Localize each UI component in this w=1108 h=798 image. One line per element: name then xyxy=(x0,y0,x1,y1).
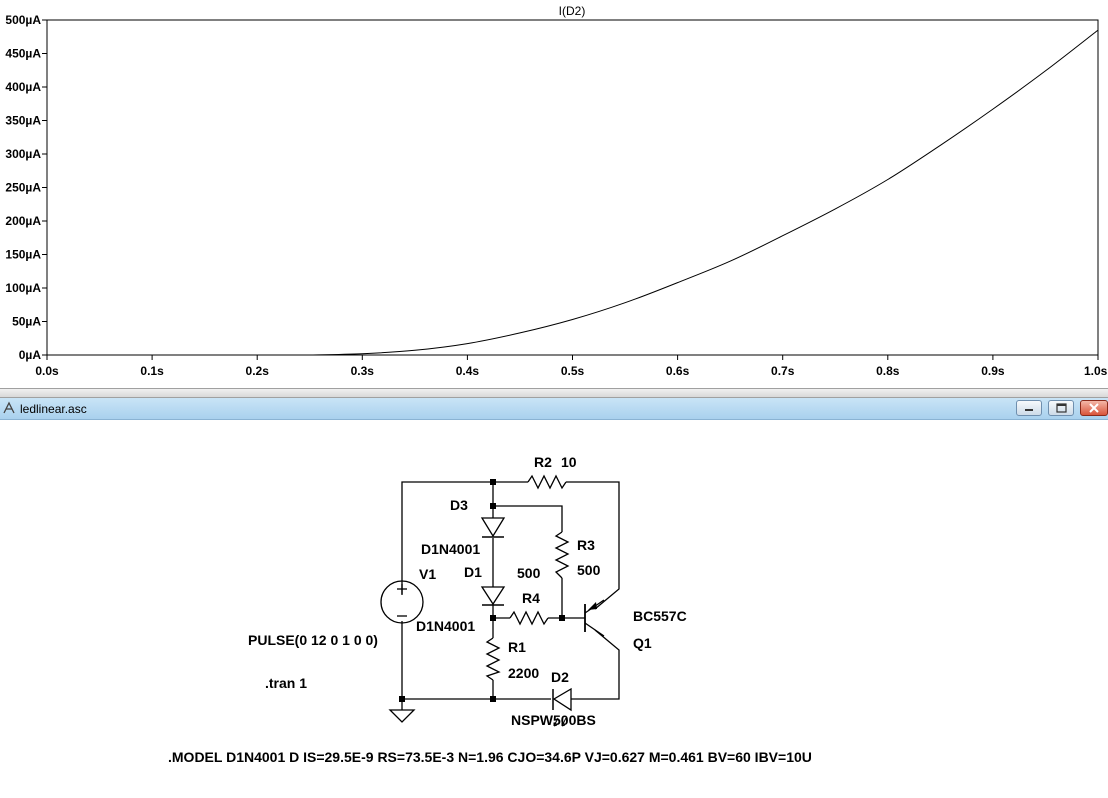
x-tick-label: 0.1s xyxy=(140,364,164,378)
schematic-drawing[interactable]: R2 10 D3 D1N4001 D1 D1N4001 R3 500 R4 50… xyxy=(0,420,1108,798)
d1-label: D1 xyxy=(464,564,482,580)
resistor-r2[interactable] xyxy=(527,474,567,490)
x-tick-label: 1.0s xyxy=(1084,364,1108,378)
wires xyxy=(401,481,620,710)
transistor-q1[interactable] xyxy=(584,599,605,637)
close-button[interactable] xyxy=(1080,400,1108,416)
x-tick-label: 0.5s xyxy=(561,364,585,378)
y-axis: 0µA 50µA 100µA 150µA 200µA 250µA 300µA 350µA 400… xyxy=(5,13,47,362)
y-tick-label: 500µA xyxy=(5,13,41,27)
led-d2[interactable] xyxy=(552,687,572,727)
x-tick-label: 0.6s xyxy=(666,364,690,378)
diode-d1[interactable] xyxy=(480,586,506,606)
q1-label: Q1 xyxy=(633,635,652,651)
y-tick-label: 300µA xyxy=(5,147,41,161)
resistor-r1[interactable] xyxy=(485,637,501,681)
junction-dots xyxy=(399,479,565,702)
y-tick-label: 350µA xyxy=(5,114,41,128)
trace-label-i-d2[interactable]: I(D2) xyxy=(559,4,586,18)
r2-value: 10 xyxy=(561,454,577,470)
window-title: ledlinear.asc xyxy=(20,402,87,416)
y-tick-label: 150µA xyxy=(5,248,41,262)
r2-label: R2 xyxy=(534,454,552,470)
resistor-r4[interactable] xyxy=(509,610,549,626)
schematic-window-titlebar[interactable]: ledlinear.asc xyxy=(0,398,1108,420)
x-tick-label: 0.8s xyxy=(876,364,900,378)
r4-value: 500 xyxy=(517,565,541,581)
r1-value: 2200 xyxy=(508,665,539,681)
x-tick-label: 0.4s xyxy=(456,364,480,378)
x-tick-label: 0.9s xyxy=(981,364,1005,378)
x-tick-label: 0.2s xyxy=(246,364,270,378)
waveform-plot-pane[interactable]: I(D2) 0µA 50µA 100µA 150µA 200µA 250µA 300µA 35… xyxy=(0,0,1108,388)
d3-model: D1N4001 xyxy=(421,541,480,557)
x-tick-label: 0.0s xyxy=(35,364,59,378)
y-tick-label: 250µA xyxy=(5,181,41,195)
d2-model: NSPW500BS xyxy=(511,712,596,728)
y-tick-label: 400µA xyxy=(5,80,41,94)
y-tick-label: 450µA xyxy=(5,47,41,61)
tran-directive[interactable]: .tran 1 xyxy=(265,675,307,691)
y-tick-label: 100µA xyxy=(5,281,41,295)
diode-d3[interactable] xyxy=(480,517,506,538)
model-directive[interactable]: .MODEL D1N4001 D IS=29.5E-9 RS=73.5E-3 N… xyxy=(168,749,812,765)
r4-label: R4 xyxy=(522,590,540,606)
resistor-r3[interactable] xyxy=(554,531,570,579)
voltage-source-v1[interactable] xyxy=(380,580,424,624)
waveform-chart[interactable]: I(D2) 0µA 50µA 100µA 150µA 200µA 250µA 300µA 35… xyxy=(0,0,1108,388)
schematic-canvas[interactable]: R2 10 D3 D1N4001 D1 D1N4001 R3 500 R4 50… xyxy=(0,420,1108,798)
r3-label: R3 xyxy=(577,537,595,553)
x-axis: 0.0s 0.1s 0.2s 0.3s 0.4s 0.5s 0.6s 0.7s 0.8s 0.9s… xyxy=(35,355,1108,378)
ground-symbol xyxy=(388,709,416,723)
q1-model: BC557C xyxy=(633,608,687,624)
r1-label: R1 xyxy=(508,639,526,655)
y-tick-label: 50µA xyxy=(12,315,41,329)
v1-label: V1 xyxy=(419,566,436,582)
r3-value: 500 xyxy=(577,562,601,578)
maximize-icon xyxy=(1056,403,1067,413)
pane-splitter[interactable] xyxy=(0,388,1108,398)
close-icon xyxy=(1089,403,1099,413)
y-tick-label: 0µA xyxy=(19,348,42,362)
schematic-icon xyxy=(3,401,15,414)
d1-model: D1N4001 xyxy=(416,618,475,634)
x-tick-label: 0.3s xyxy=(351,364,375,378)
x-tick-label: 0.7s xyxy=(771,364,795,378)
maximize-button[interactable] xyxy=(1048,400,1074,416)
d3-label: D3 xyxy=(450,497,468,513)
minimize-button[interactable] xyxy=(1016,400,1042,416)
v1-value: PULSE(0 12 0 1 0 0) xyxy=(248,632,378,648)
trace-line-i-d2[interactable] xyxy=(309,29,1099,356)
plot-area-frame xyxy=(46,19,1099,356)
minimize-icon xyxy=(1025,409,1033,411)
y-tick-label: 200µA xyxy=(5,214,41,228)
d2-label: D2 xyxy=(551,669,569,685)
